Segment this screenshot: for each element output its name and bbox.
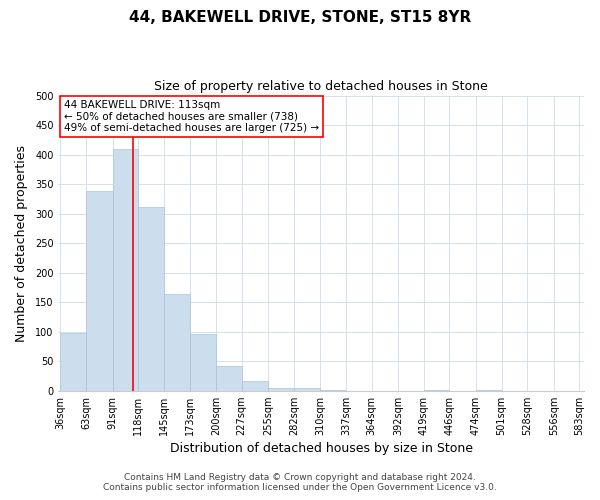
Bar	[86, 191, 113, 390]
Bar	[138, 207, 164, 390]
Bar	[61, 334, 86, 390]
Bar	[113, 148, 138, 390]
Text: 44 BAKEWELL DRIVE: 113sqm
← 50% of detached houses are smaller (738)
49% of semi: 44 BAKEWELL DRIVE: 113sqm ← 50% of detac…	[64, 100, 319, 133]
Bar	[190, 334, 216, 390]
Title: Size of property relative to detached houses in Stone: Size of property relative to detached ho…	[154, 80, 488, 93]
Bar	[216, 366, 242, 390]
Bar	[294, 388, 320, 390]
Text: 44, BAKEWELL DRIVE, STONE, ST15 8YR: 44, BAKEWELL DRIVE, STONE, ST15 8YR	[129, 10, 471, 25]
Bar	[242, 380, 268, 390]
X-axis label: Distribution of detached houses by size in Stone: Distribution of detached houses by size …	[170, 442, 473, 455]
Bar	[268, 388, 294, 390]
Bar	[164, 294, 190, 390]
Text: Contains HM Land Registry data © Crown copyright and database right 2024.
Contai: Contains HM Land Registry data © Crown c…	[103, 473, 497, 492]
Y-axis label: Number of detached properties: Number of detached properties	[15, 144, 28, 342]
